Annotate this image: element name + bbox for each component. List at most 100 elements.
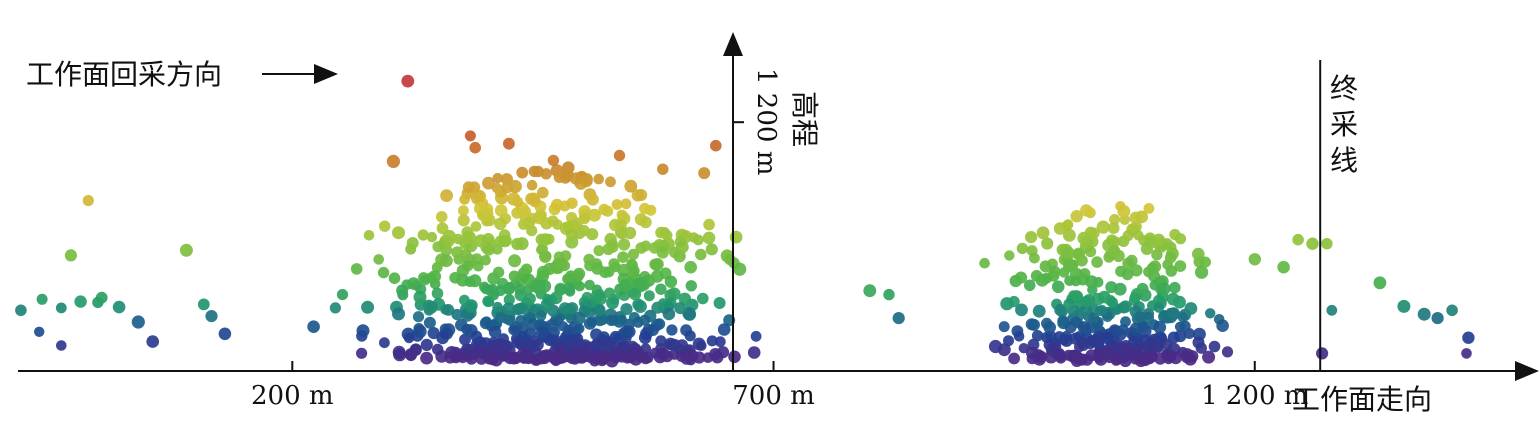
scatter-point	[579, 213, 591, 225]
scatter-point	[95, 291, 108, 304]
scatter-point	[533, 211, 547, 225]
scatter-point	[1016, 242, 1029, 255]
scatter-point	[676, 339, 688, 351]
scatter-point	[593, 245, 605, 257]
scatter-point	[508, 179, 522, 194]
scatter-point	[537, 186, 549, 199]
scatter-point	[651, 258, 664, 271]
scatter-point	[527, 192, 540, 206]
scatter-point	[516, 166, 529, 179]
scatter-point	[528, 165, 540, 178]
scatter-point	[503, 294, 515, 306]
scatter-point	[388, 272, 401, 285]
scatter-point	[15, 304, 27, 317]
scatter-point	[465, 352, 478, 365]
scatter-point	[469, 141, 482, 154]
scatter-point	[610, 261, 621, 273]
scatter-point	[1008, 352, 1020, 365]
scatter-point	[1122, 257, 1135, 270]
scatter-point	[702, 231, 716, 245]
scatter-point	[392, 307, 405, 321]
scatter-point	[1107, 222, 1120, 234]
scatter-point	[520, 263, 533, 275]
y-ticks: 1 200 m	[733, 68, 781, 175]
scatter-point	[578, 349, 592, 363]
scatter-point	[508, 254, 522, 268]
scatter-point	[705, 243, 718, 256]
scatter-point	[205, 310, 218, 323]
scatter-point	[624, 179, 638, 193]
scatter-point	[697, 292, 709, 305]
scatter-point	[627, 248, 640, 260]
scatter-point	[435, 211, 448, 223]
scatter-point	[363, 230, 375, 241]
scatter-point	[413, 290, 427, 304]
scatter-point	[1025, 318, 1038, 331]
scatter-point	[457, 214, 470, 227]
scatter-point	[515, 315, 527, 327]
scatter-point	[386, 154, 400, 168]
scatter-point	[685, 349, 699, 363]
scatter-point	[435, 253, 449, 267]
scatter-point	[1397, 299, 1411, 313]
scatter-point	[883, 288, 895, 301]
scatter-point	[1054, 348, 1065, 359]
scatter-point	[629, 265, 640, 277]
scatter-point	[1071, 291, 1083, 302]
scatter-point	[465, 299, 478, 312]
scatter-point	[492, 301, 503, 313]
scatter-point	[573, 323, 585, 334]
scatter-point	[1085, 275, 1098, 289]
scatter-point	[1003, 335, 1014, 347]
scatter-point	[1134, 311, 1146, 323]
scatter-point	[628, 287, 642, 301]
scatter-point	[1031, 330, 1044, 342]
scatter-point	[714, 336, 726, 348]
scatter-point	[611, 199, 623, 210]
scatter-point	[1080, 204, 1093, 217]
scatter-point	[431, 287, 444, 300]
scatter-point	[1070, 275, 1082, 287]
scatter-point	[1174, 260, 1187, 272]
scatter-point	[1166, 292, 1180, 306]
scatter-point	[1029, 252, 1040, 264]
scatter-point	[412, 311, 425, 323]
scatter-point	[1069, 349, 1082, 362]
x-ticks: 200 m 700 m 1 200 m	[251, 361, 1308, 411]
scatter-point	[1083, 336, 1097, 350]
scatter-point	[605, 176, 616, 188]
scatter-point	[706, 335, 718, 347]
scatter-point	[462, 181, 475, 193]
scatter-point	[633, 277, 647, 291]
scatter-point	[459, 333, 471, 346]
scatter-point	[1072, 249, 1084, 260]
scatter-point	[356, 347, 368, 359]
scatter-point	[655, 226, 667, 239]
scatter-point	[1108, 245, 1121, 257]
scatter-point	[377, 266, 390, 279]
x-tick-label: 200 m	[251, 381, 334, 411]
x-tick-label: 700 m	[732, 381, 815, 411]
scatter-point	[1051, 280, 1065, 294]
scatter-point	[733, 262, 747, 276]
scatter-point	[1152, 233, 1166, 246]
scatter-point	[616, 314, 628, 326]
y-axis-label: 高程	[788, 91, 821, 147]
scatter-point	[492, 344, 506, 357]
scatter-point	[451, 308, 463, 321]
scatter-point	[520, 206, 532, 217]
scatter-point	[1096, 220, 1110, 234]
scatter-point	[379, 337, 390, 349]
scatter-point	[511, 237, 524, 251]
scatter-point	[540, 298, 553, 311]
scatter-point	[459, 194, 470, 205]
scatter-point	[473, 260, 484, 272]
scatter-point	[500, 173, 513, 186]
scatter-point	[698, 167, 711, 180]
scatter-point	[578, 224, 590, 237]
scatter-point	[500, 235, 512, 246]
scatter-point	[1025, 231, 1038, 244]
scatter-point	[1057, 315, 1069, 327]
scatter-point	[1216, 319, 1229, 333]
scatter-point	[863, 284, 877, 298]
